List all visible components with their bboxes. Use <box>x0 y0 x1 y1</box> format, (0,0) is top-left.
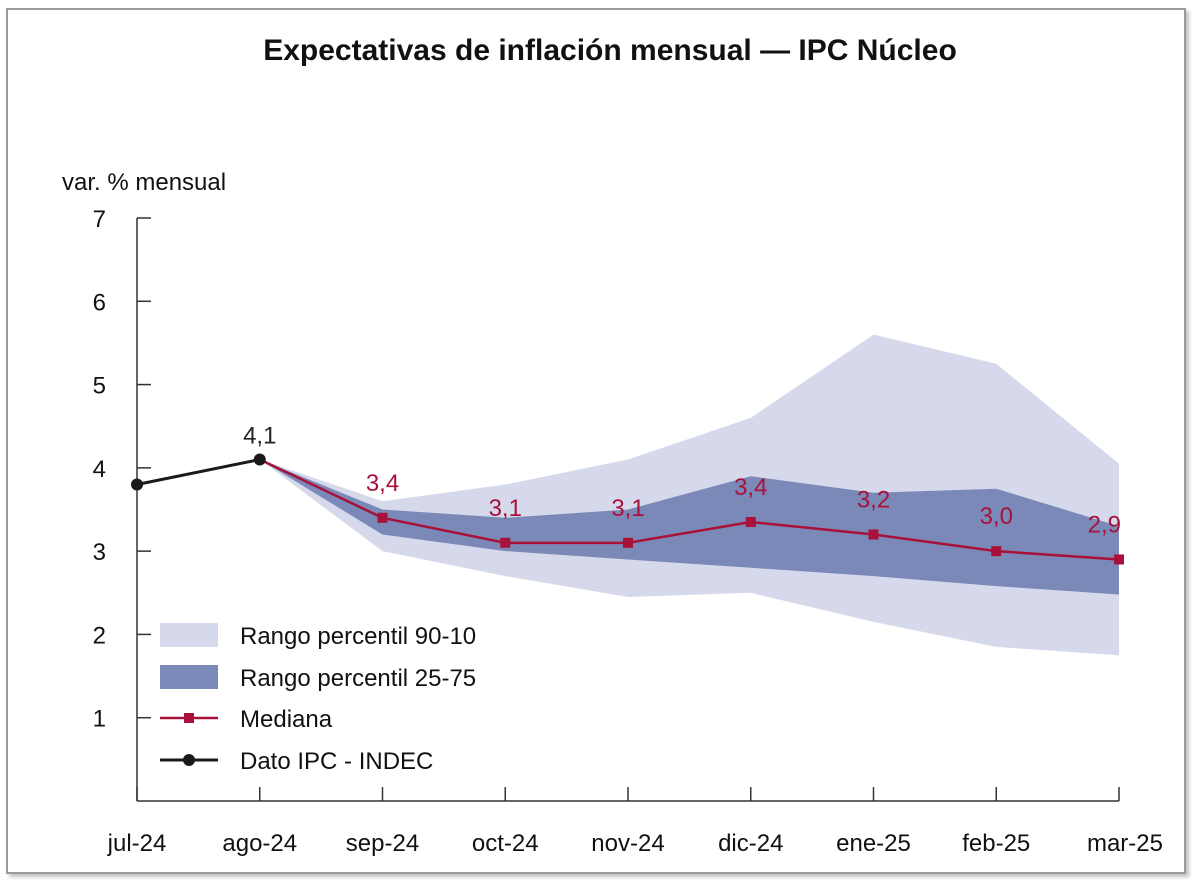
legend-dato-ipc-indec-marker <box>183 754 195 766</box>
data-label-ipc: 4,1 <box>243 423 276 450</box>
ipc-point <box>131 478 143 491</box>
data-label-mediana: 3,4 <box>366 470 399 497</box>
axes-layer: 1 2 3 4 5 6 7 jul-24 ago-24 sep-24 oct-24 nov-24 dic… <box>93 206 1163 857</box>
data-label-mediana: 3,4 <box>734 474 767 501</box>
chart-title: Expectativas de inflación mensual — IPC … <box>263 34 957 67</box>
x-tick-label: feb-25 <box>962 830 1030 857</box>
legend: Rango percentil 90-10 Rango percentil 25-… <box>160 623 476 775</box>
legend-rango-percentil-90-10-swatch <box>160 623 218 647</box>
x-tick-label: jul-24 <box>107 830 167 857</box>
y-tick-label: 4 <box>93 456 106 483</box>
legend-dato-ipc-indec-label: Dato IPC - INDEC <box>240 748 433 775</box>
y-tick-label: 1 <box>93 706 106 733</box>
x-tick-label: ene-25 <box>836 830 911 857</box>
bands-layer <box>259 334 1119 656</box>
data-label-mediana: 3,1 <box>489 495 522 522</box>
ipc-point <box>253 453 266 466</box>
data-labels-layer: 4,1 3,4 3,1 3,1 3,4 3,2 3,0 2,9 <box>243 423 1121 539</box>
median-point <box>868 529 879 540</box>
band-percentil-25-75 <box>259 459 1119 595</box>
median-point <box>623 537 633 548</box>
x-tick-label: nov-24 <box>591 830 664 857</box>
ipc-line <box>136 458 261 486</box>
legend-rango-percentil-25-75-swatch <box>160 665 218 689</box>
x-tick-label: sep-24 <box>346 830 419 857</box>
y-tick-label: 6 <box>93 289 106 316</box>
y-tick-label: 3 <box>93 539 106 566</box>
median-point <box>1114 554 1124 565</box>
y-tick-label: 5 <box>93 373 106 400</box>
x-tick-label: dic-24 <box>718 830 783 857</box>
legend-rango-percentil-25-75-label: Rango percentil 25-75 <box>240 665 476 692</box>
median-point <box>745 516 756 527</box>
y-tick-label: 2 <box>93 622 106 649</box>
median-point <box>500 537 511 548</box>
x-tick-label: ago-24 <box>222 830 297 857</box>
median-line <box>259 458 1120 561</box>
data-label-mediana: 3,0 <box>980 503 1013 530</box>
legend-rango-percentil-90-10-label: Rango percentil 90-10 <box>240 623 476 650</box>
median-point <box>377 512 388 523</box>
y-axis-label: var. % mensual <box>62 169 226 196</box>
x-tick-label: oct-24 <box>472 830 539 857</box>
lines-layer <box>131 453 1124 565</box>
x-tick-label: mar-25 <box>1087 830 1163 857</box>
data-label-mediana: 3,1 <box>611 495 644 522</box>
data-label-mediana: 3,2 <box>857 486 890 513</box>
legend-mediana-marker <box>184 713 194 723</box>
legend-mediana-label: Mediana <box>240 706 333 733</box>
y-tick-label: 7 <box>93 206 106 233</box>
data-label-mediana: 2,9 <box>1088 511 1121 538</box>
median-point <box>991 546 1002 557</box>
